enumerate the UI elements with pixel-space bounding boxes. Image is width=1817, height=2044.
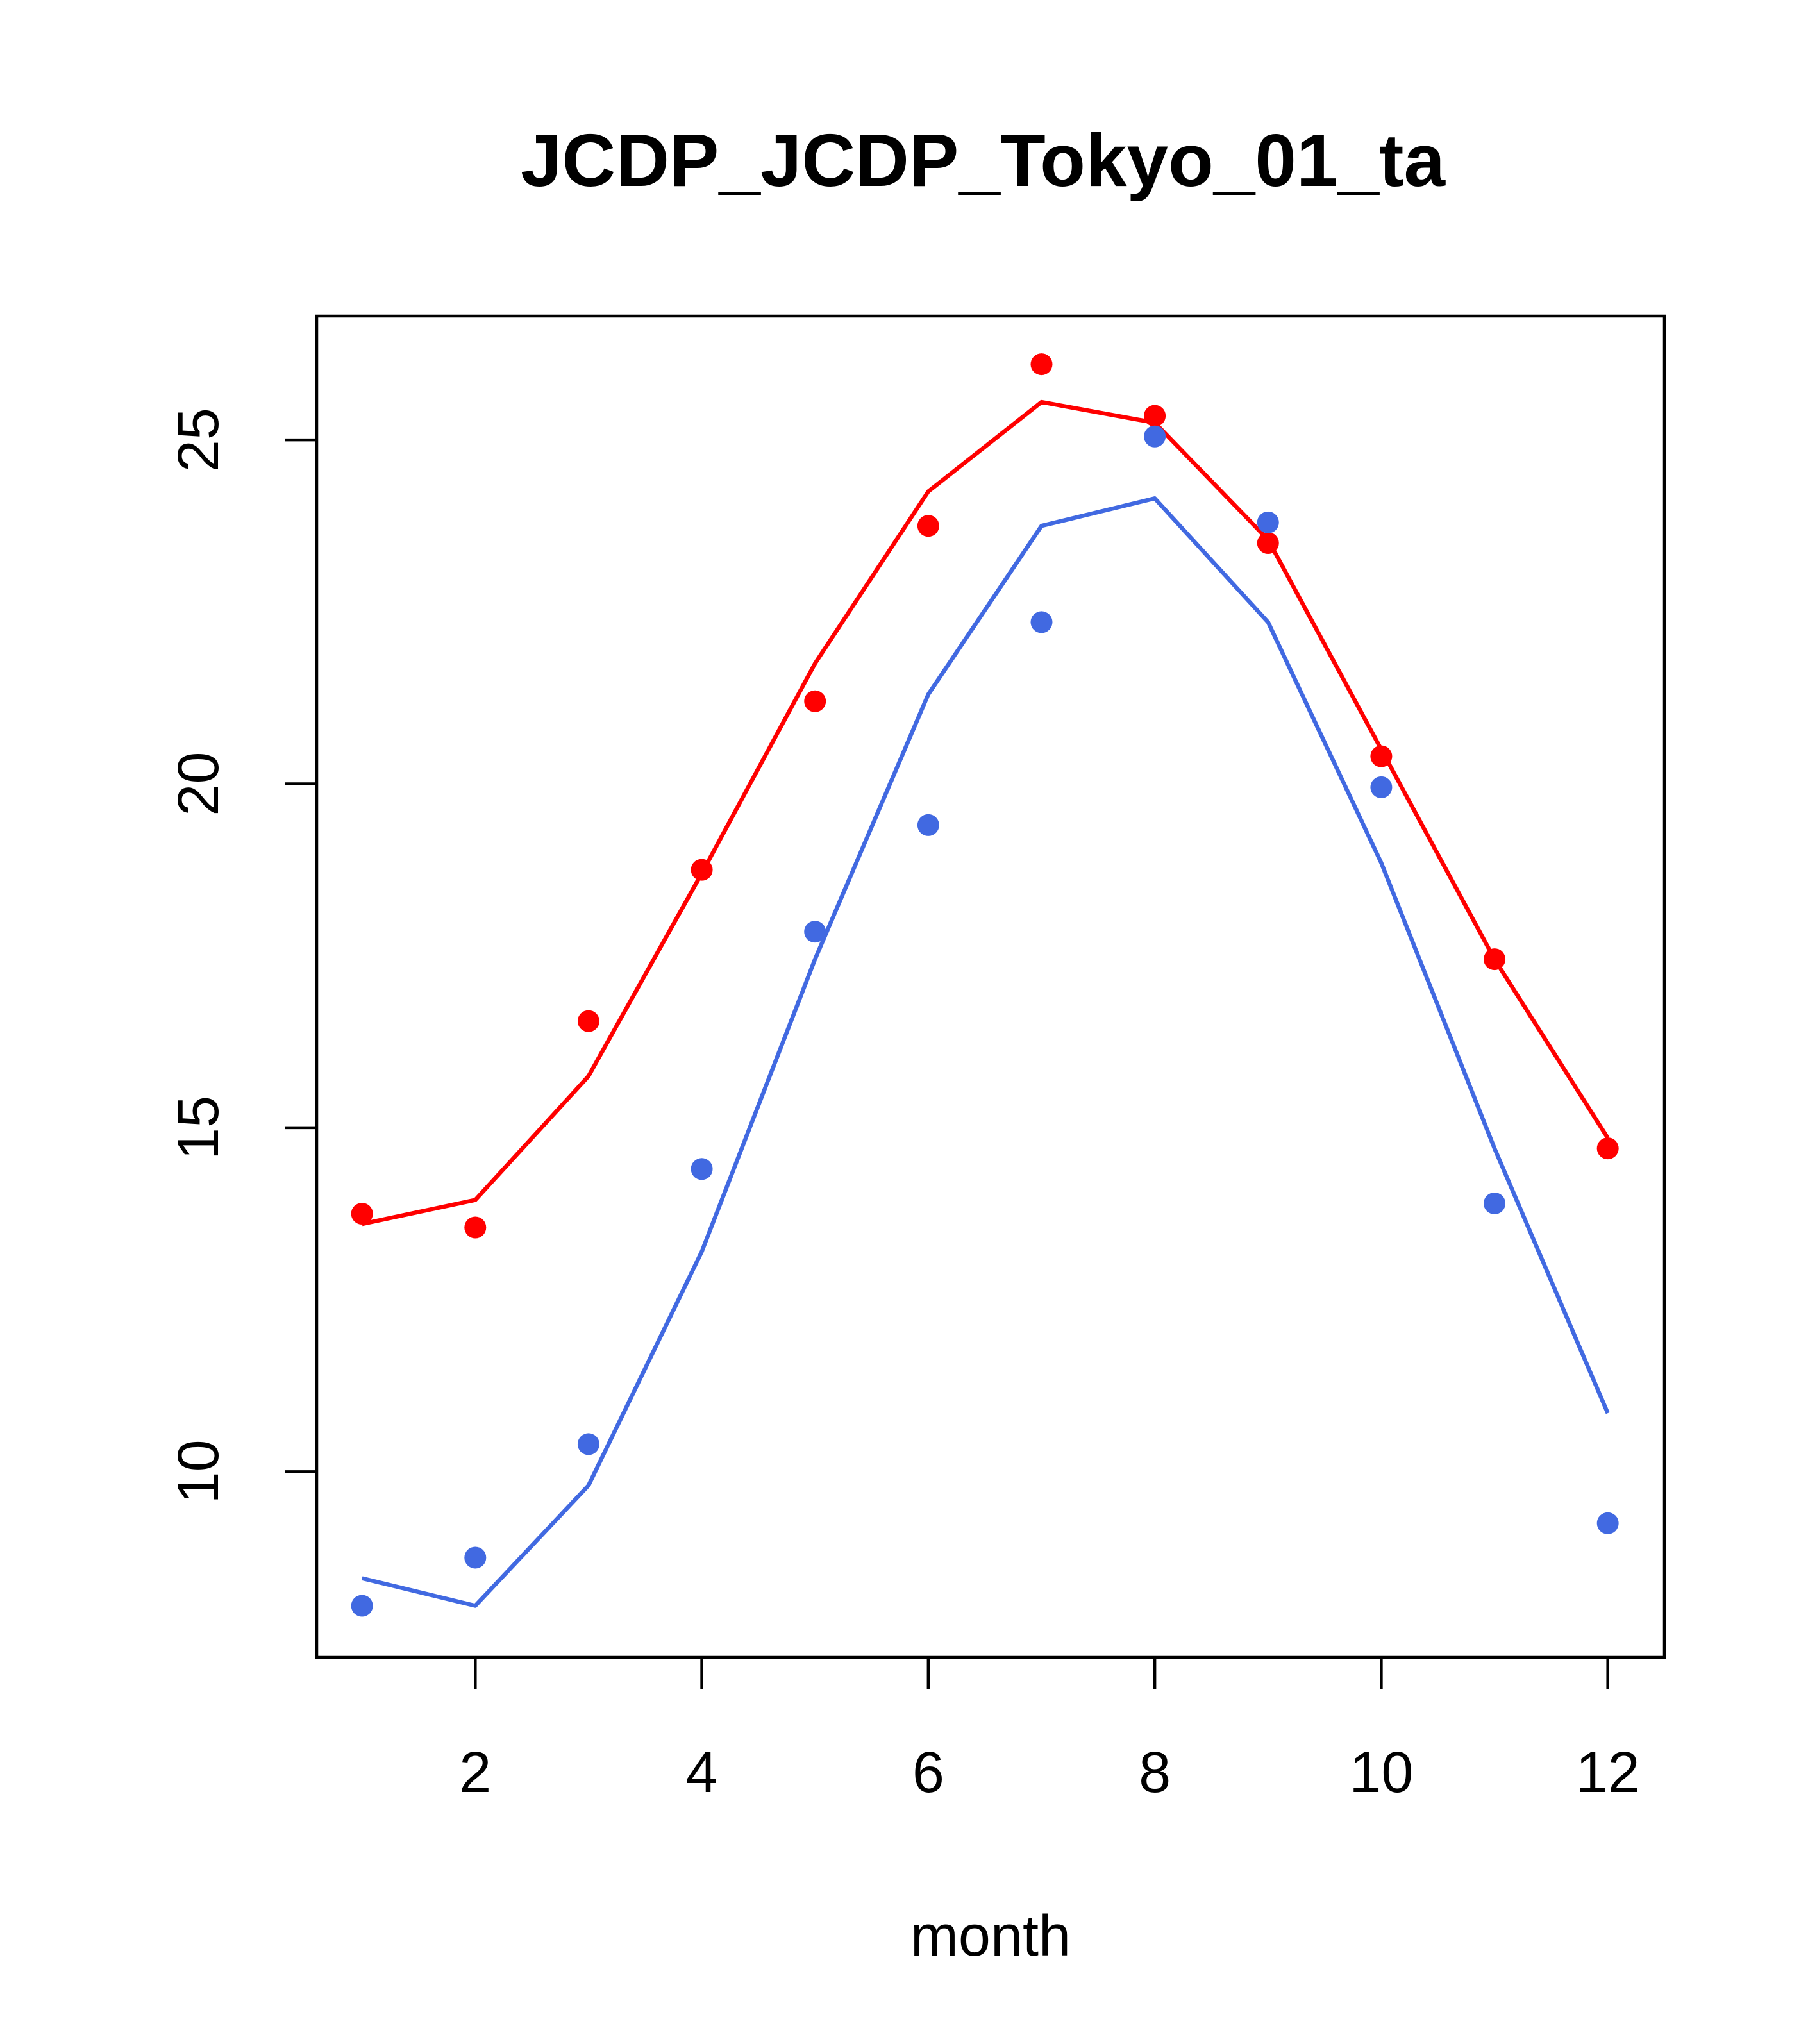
x-axis-label: month [910, 1904, 1071, 1968]
series-1-point [1030, 353, 1053, 376]
x-axis: 2 4 6 8 10 12 [459, 1657, 1640, 1805]
series-2-point [351, 1595, 373, 1617]
series-1-point [351, 1203, 373, 1225]
series-1-point [1370, 745, 1393, 767]
x-tick-label: 10 [1349, 1741, 1413, 1805]
series-2-point [577, 1433, 599, 1455]
y-tick-label: 20 [167, 751, 231, 816]
chart-title: JCDP_JCDP_Tokyo_01_ta [521, 119, 1446, 202]
series-1-point [577, 1010, 599, 1032]
series-1-point [1144, 405, 1166, 427]
series-2-point [804, 921, 826, 943]
series-2-point [1484, 1192, 1506, 1214]
series-2-point [691, 1158, 713, 1180]
series-1-point [917, 515, 939, 537]
series-2-point [917, 814, 939, 836]
series-2-point [1144, 425, 1166, 448]
series-2-point [1370, 776, 1393, 798]
y-tick-label: 15 [167, 1096, 231, 1160]
series-2-point [1030, 611, 1053, 633]
plot-frame [315, 314, 1666, 1659]
series-2-point [464, 1546, 487, 1569]
y-tick-label: 25 [167, 408, 231, 472]
x-tick-label: 2 [459, 1741, 491, 1805]
series-2-line [361, 496, 1610, 1608]
series-1-line [362, 399, 1610, 1227]
series-2-point [1257, 511, 1279, 533]
series-1-point [1257, 532, 1279, 555]
series-1-point [1596, 1137, 1619, 1160]
series-1-point [1484, 948, 1506, 971]
series-1-point [691, 859, 713, 881]
series-2-point [1596, 1512, 1619, 1534]
series-1-point [804, 690, 826, 712]
x-tick-label: 6 [912, 1741, 944, 1805]
y-axis: 10 15 20 25 [167, 408, 317, 1504]
series-layer [351, 353, 1619, 1617]
y-tick-label: 10 [167, 1439, 231, 1504]
series-1-point [464, 1216, 487, 1239]
x-tick-label: 12 [1576, 1741, 1640, 1805]
x-tick-label: 4 [686, 1741, 718, 1805]
x-tick-label: 8 [1139, 1741, 1171, 1805]
